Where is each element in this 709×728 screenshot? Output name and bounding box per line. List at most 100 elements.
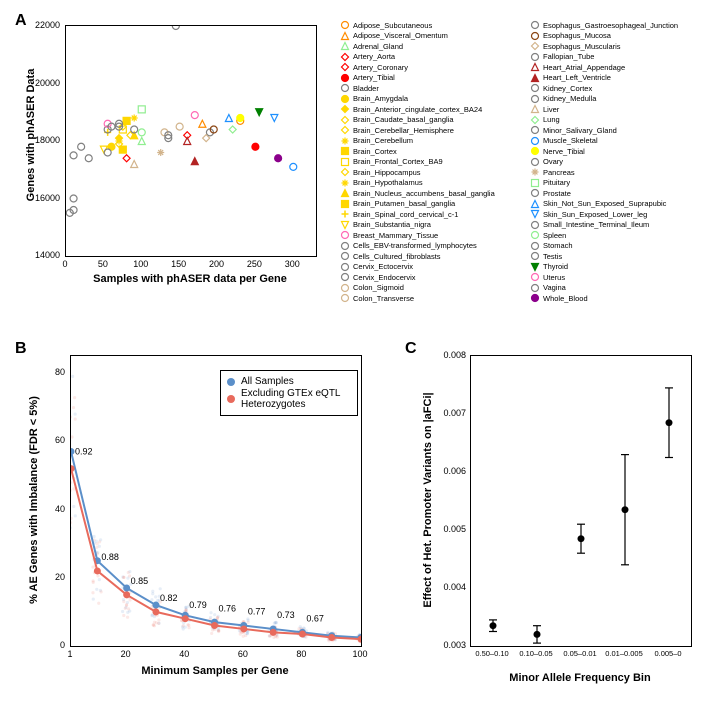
legend-label: Vagina (543, 283, 566, 292)
legend-item: Artery_Coronary (340, 62, 495, 72)
legend-swatch (530, 293, 540, 303)
legend-item: Artery_Tibial (340, 73, 495, 83)
legend-swatch (530, 73, 540, 83)
legend-excl-het: Excluding GTEx eQTL Heterozygotes (227, 388, 351, 410)
legend-item: Kidney_Medulla (530, 94, 678, 104)
legend-b-label-0: All Samples (241, 376, 294, 387)
legend-swatch (340, 230, 350, 240)
legend-label: Bladder (353, 84, 379, 93)
legend-swatch (530, 94, 540, 104)
panel-c-ylabel: Effect of Het. Promoter Variants on |aFC… (422, 355, 434, 645)
legend-item: Heart_Atrial_Appendage (530, 62, 678, 72)
legend-swatch (340, 157, 350, 167)
legend-dot-red (227, 395, 235, 403)
legend-swatch (530, 209, 540, 219)
svg-text:0.73: 0.73 (277, 610, 295, 620)
legend-swatch (340, 20, 350, 30)
legend-label: Lung (543, 115, 560, 124)
legend-swatch (340, 52, 350, 62)
svg-text:0.77: 0.77 (248, 607, 266, 617)
legend-item: Small_Intestine_Terminal_Ileum (530, 220, 678, 230)
legend-label: Artery_Tibial (353, 73, 395, 82)
svg-text:0.85: 0.85 (131, 576, 149, 586)
legend-all-samples: All Samples (227, 376, 351, 387)
legend-swatch (340, 31, 350, 41)
legend-label: Uterus (543, 273, 565, 282)
legend-item: Adipose_Visceral_Omentum (340, 31, 495, 41)
legend-label: Kidney_Cortex (543, 84, 592, 93)
legend-label: Artery_Coronary (353, 63, 408, 72)
legend-item: Brain_Amygdala (340, 94, 495, 104)
legend-item: Adipose_Subcutaneous (340, 20, 495, 30)
legend-swatch (530, 83, 540, 93)
legend-item: Skin_Not_Sun_Exposed_Suprapubic (530, 199, 678, 209)
legend-label: Brain_Substantia_nigra (353, 220, 431, 229)
legend-item: Colon_Sigmoid (340, 283, 495, 293)
legend-label: Brain_Hypothalamus (353, 178, 423, 187)
legend-swatch (340, 73, 350, 83)
legend-label: Skin_Not_Sun_Exposed_Suprapubic (543, 199, 666, 208)
legend-swatch (530, 41, 540, 51)
legend-swatch (340, 115, 350, 125)
legend-item: Brain_Nucleus_accumbens_basal_ganglia (340, 188, 495, 198)
legend-label: Heart_Atrial_Appendage (543, 63, 625, 72)
legend-swatch (340, 272, 350, 282)
panel-a-plot (65, 25, 317, 257)
legend-item: Muscle_Skeletal (530, 136, 678, 146)
legend-swatch (340, 293, 350, 303)
legend-label: Cells_EBV-transformed_lymphocytes (353, 241, 477, 250)
legend-swatch (530, 146, 540, 156)
legend-swatch (530, 125, 540, 135)
legend-swatch (530, 199, 540, 209)
legend-label: Colon_Transverse (353, 294, 414, 303)
legend-swatch (530, 220, 540, 230)
legend-label: Pancreas (543, 168, 575, 177)
panel-b-label: B (15, 340, 27, 358)
legend-item: Brain_Cortex (340, 146, 495, 156)
legend-label: Cervix_Ectocervix (353, 262, 413, 271)
legend-item: Artery_Aorta (340, 52, 495, 62)
legend-swatch (530, 104, 540, 114)
legend-swatch (530, 20, 540, 30)
legend-label: Fallopian_Tube (543, 52, 594, 61)
panel-b-xlabel: Minimum Samples per Gene (70, 665, 360, 677)
legend-swatch (530, 136, 540, 146)
legend-swatch (340, 104, 350, 114)
legend-label: Ovary (543, 157, 563, 166)
legend-item: Spleen (530, 230, 678, 240)
legend-item: Esophagus_Mucosa (530, 31, 678, 41)
legend-item: Cells_Cultured_fibroblasts (340, 251, 495, 261)
legend-swatch (340, 188, 350, 198)
legend-item: Prostate (530, 188, 678, 198)
legend-label: Cells_Cultured_fibroblasts (353, 252, 441, 261)
legend-item: Brain_Cerebellar_Hemisphere (340, 125, 495, 135)
legend-label: Adipose_Visceral_Omentum (353, 31, 448, 40)
legend-label: Pituitary (543, 178, 570, 187)
legend-swatch (340, 146, 350, 156)
legend-label: Colon_Sigmoid (353, 283, 404, 292)
legend-label: Brain_Amygdala (353, 94, 408, 103)
legend-label: Cervix_Endocervix (353, 273, 416, 282)
legend-item: Pituitary (530, 178, 678, 188)
legend-label: Brain_Hippocampus (353, 168, 421, 177)
legend-swatch (530, 167, 540, 177)
legend-label: Brain_Cerebellum (353, 136, 413, 145)
figure-container: A 050100150200250300 1400016000180002000… (10, 10, 699, 718)
legend-label: Muscle_Skeletal (543, 136, 598, 145)
legend-item: Testis (530, 251, 678, 261)
legend-item: Liver (530, 104, 678, 114)
legend-swatch (340, 136, 350, 146)
legend-swatch (530, 283, 540, 293)
legend-swatch (340, 241, 350, 251)
legend-swatch (530, 62, 540, 72)
legend-item: Brain_Frontal_Cortex_BA9 (340, 157, 495, 167)
legend-label: Minor_Salivary_Gland (543, 126, 617, 135)
legend-swatch (340, 251, 350, 261)
legend-item: Kidney_Cortex (530, 83, 678, 93)
svg-text:0.92: 0.92 (75, 446, 93, 456)
legend-item: Stomach (530, 241, 678, 251)
legend-swatch (530, 157, 540, 167)
legend-item: Breast_Mammary_Tissue (340, 230, 495, 240)
legend-item: Nerve_Tibial (530, 146, 678, 156)
legend-label: Whole_Blood (543, 294, 588, 303)
